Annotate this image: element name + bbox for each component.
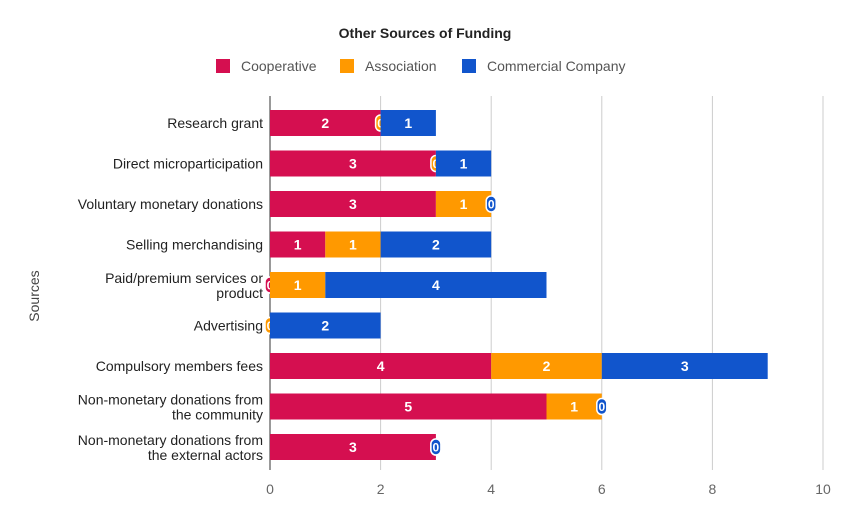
bar-segment: [435, 150, 492, 177]
legend-swatch: [216, 59, 230, 73]
category-label: Non-monetary donations from: [78, 392, 263, 408]
legend-swatch: [340, 59, 354, 73]
category-label: Research grant: [167, 115, 263, 131]
x-tick-label: 2: [377, 481, 385, 497]
category-label: Paid/premium services or: [105, 270, 263, 286]
bar-segment: [270, 150, 436, 177]
bar-segment: [270, 231, 326, 258]
bar-value-label: 2: [321, 115, 329, 131]
bar-value-label: 3: [349, 156, 357, 172]
bar-segment: [325, 231, 381, 258]
category-label: the external actors: [148, 447, 263, 463]
zero-value-label: 0: [488, 198, 495, 212]
bar-segment: [380, 231, 492, 258]
zero-marker: [430, 438, 442, 456]
zero-marker: [485, 195, 497, 213]
bar-value-label: 3: [681, 358, 689, 374]
legend-label: Commercial Company: [487, 58, 625, 74]
bar-segment: [435, 191, 492, 217]
legend: Cooperative Association Commercial Company: [216, 58, 625, 74]
bar-segment: [380, 110, 436, 136]
bar-segment: [270, 272, 326, 298]
bar-value-label: 5: [404, 399, 412, 415]
x-tick-label: 0: [266, 481, 274, 497]
zero-value-label: 0: [433, 441, 440, 455]
category-label: product: [216, 285, 263, 301]
legend-swatch: [462, 59, 476, 73]
bar-segment: [601, 353, 768, 379]
bar-value-label: 1: [404, 115, 412, 131]
bar-segment: [270, 110, 381, 136]
legend-label: Cooperative: [241, 58, 317, 74]
category-label: Direct microparticipation: [113, 156, 263, 172]
bar-value-label: 1: [460, 156, 468, 172]
x-tick-label: 6: [598, 481, 606, 497]
category-label: the community: [172, 407, 263, 423]
bar-segment: [491, 353, 602, 379]
x-tick-label: 10: [815, 481, 831, 497]
category-labels: Research grant Direct microparticipation V…: [78, 115, 264, 463]
bar-segment: [270, 353, 492, 379]
zero-marker: [596, 397, 608, 416]
x-tick-label: 8: [709, 481, 717, 497]
bars: 201301310112014002423510300: [264, 110, 768, 460]
bar-value-label: 1: [349, 237, 357, 253]
bar-segment: [270, 312, 381, 339]
bar-value-label: 2: [432, 237, 440, 253]
category-label: Non-monetary donations from: [78, 432, 263, 448]
bar-value-label: 1: [570, 399, 578, 415]
legend-label: Association: [365, 58, 437, 74]
bar-value-label: 2: [321, 318, 329, 334]
bar-segment: [325, 272, 547, 298]
bar-value-label: 3: [349, 196, 357, 212]
category-label: Advertising: [194, 318, 263, 334]
bar-segment: [546, 393, 602, 420]
bar-value-label: 4: [377, 358, 385, 374]
x-tick-label: 4: [487, 481, 495, 497]
chart-title: Other Sources of Funding: [339, 25, 512, 41]
y-axis-title: Sources: [26, 270, 42, 321]
bar-segment: [270, 393, 547, 420]
bar-segment: [270, 434, 436, 460]
bar-value-label: 3: [349, 439, 357, 455]
bar-value-label: 1: [294, 277, 302, 293]
x-tick-labels: 0 2 4 6 8 10: [266, 481, 831, 497]
bar-segment: [270, 191, 436, 217]
bar-value-label: 1: [460, 196, 468, 212]
zero-value-label: 0: [598, 400, 605, 414]
category-label: Compulsory members fees: [96, 358, 263, 374]
bar-value-label: 4: [432, 277, 440, 293]
category-label: Voluntary monetary donations: [78, 196, 263, 212]
bar-value-label: 1: [294, 237, 302, 253]
bar-value-label: 2: [543, 358, 551, 374]
category-label: Selling merchandising: [126, 237, 263, 253]
